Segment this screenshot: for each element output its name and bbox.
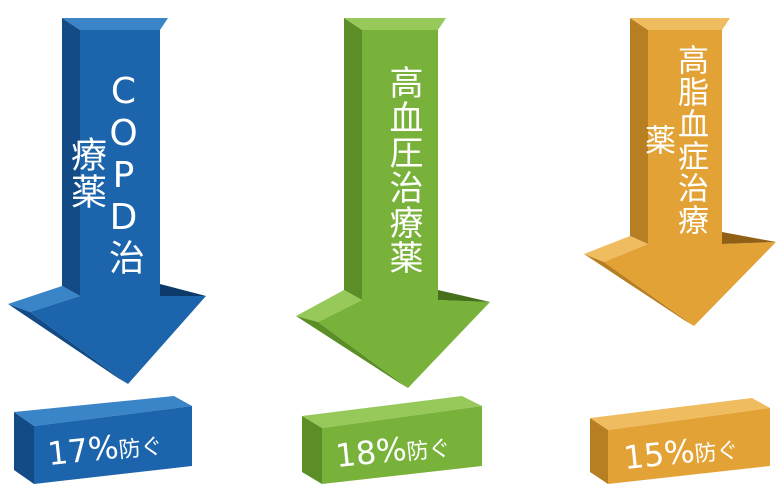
arrow-copd-top-face (62, 18, 168, 30)
arrow-copd-head-front (30, 296, 206, 384)
arrow-hypertension-head-right (438, 290, 490, 302)
result-box-hypertension-left (302, 416, 322, 484)
result-box-hyperlipidemia (590, 398, 770, 484)
result-hyperlipidemia-suffix: 防ぐ (693, 438, 740, 468)
arrow-hyperlipidemia-head-top (584, 236, 648, 262)
arrow-copd-shaft-front (80, 30, 160, 296)
result-box-copd (14, 396, 192, 484)
arrow-hypertension-left-face (344, 18, 362, 300)
result-box-hypertension-front (322, 406, 482, 484)
arrow-copd-label: COPD治療薬 (65, 70, 144, 276)
arrow-copd-head-left (8, 304, 128, 384)
arrow-hyperlipidemia (584, 18, 776, 326)
arrow-hyperlipidemia-left-face (630, 18, 648, 244)
arrow-hypertension (296, 18, 490, 388)
result-copd-suffix: 防ぐ (117, 434, 164, 464)
arrow-hyperlipidemia-head-front (604, 242, 776, 326)
arrow-hypertension-head-front (318, 300, 490, 388)
arrow-hyperlipidemia-head-left (584, 254, 694, 326)
arrow-copd-head-top (8, 286, 80, 312)
arrow-copd-head-right (160, 284, 206, 296)
arrow-hyperlipidemia-top-face (630, 18, 730, 30)
result-box-hypertension-top (302, 396, 482, 428)
arrow-hyperlipidemia-label: 高脂血症治療薬 (639, 44, 708, 236)
result-hyperlipidemia-percent: 15% (621, 431, 697, 478)
arrow-hypertension-label: 高血圧治療薬 (383, 65, 423, 275)
arrow-copd (8, 18, 206, 384)
arrow-hyperlipidemia-head-right (722, 232, 776, 244)
result-box-hypertension (302, 396, 482, 484)
result-hypertension-suffix: 防ぐ (405, 436, 452, 466)
result-box-copd-front (34, 406, 192, 484)
arrow-hyperlipidemia-shaft-front (648, 30, 722, 244)
arrow-hypertension-head-left (296, 316, 408, 388)
result-box-hyperlipidemia-top (590, 398, 770, 430)
result-box-copd-top (14, 396, 192, 426)
result-box-hyperlipidemia-left (590, 418, 608, 484)
result-copd-percent: 17% (45, 427, 121, 474)
arrow-copd-left-face (62, 18, 80, 296)
arrow-hypertension-shaft-front (362, 30, 438, 300)
result-box-hyperlipidemia-front (608, 408, 770, 484)
arrow-hypertension-head-top (296, 290, 362, 322)
result-box-copd-left (14, 412, 34, 484)
result-hypertension-percent: 18% (333, 429, 409, 476)
arrow-hypertension-top-face (344, 18, 446, 30)
